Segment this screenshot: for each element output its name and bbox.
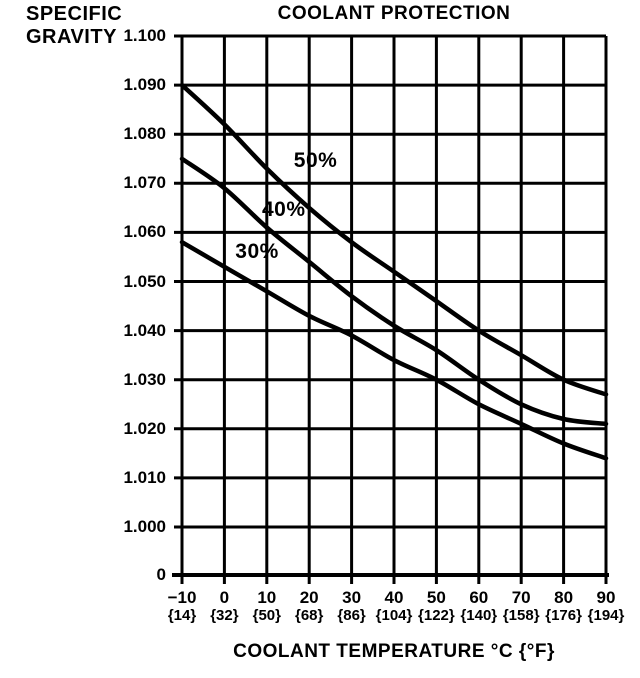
x-tick-label-f: {32}	[210, 607, 239, 624]
curve-label-30pct: 30%	[235, 240, 279, 264]
y-axis-title: SPECIFIC GRAVITY	[26, 3, 122, 49]
y-tick-label: 1.020	[123, 418, 166, 438]
x-tick-label-c: 20	[299, 588, 319, 607]
curve-label-40pct: 40%	[261, 198, 306, 222]
x-tick-label-c: 0	[219, 588, 230, 607]
y-tick-label: 1.090	[123, 75, 166, 95]
y-axis-title-line2: GRAVITY	[26, 26, 117, 48]
x-tick-label-c: 50	[426, 588, 446, 607]
x-tick-label-f: {86}	[337, 607, 366, 624]
x-tick-label-c: 60	[469, 588, 489, 607]
x-tick-label-f: {104}	[375, 607, 413, 624]
x-tick-label-c: 80	[554, 588, 574, 607]
y-axis-zero-label: 0	[156, 565, 166, 584]
x-tick-label-c: 90	[596, 588, 616, 607]
y-tick-label: 1.010	[123, 467, 166, 487]
curve-50pct	[179, 82, 609, 397]
y-tick-label: 1.080	[123, 124, 166, 144]
x-tick-label-f: {50}	[252, 607, 281, 624]
x-tick-label-f: {176}	[545, 607, 582, 624]
x-tick-label-c: 30	[342, 588, 362, 607]
y-tick-label: 1.070	[123, 173, 166, 193]
curve-label-50pct: 50%	[293, 149, 338, 173]
x-tick-label-f: {14}	[167, 607, 197, 624]
x-tick-label-f: {68}	[295, 607, 324, 624]
x-tick-label-f: {140}	[460, 607, 498, 624]
curve-40pct	[179, 156, 609, 427]
x-tick-label-c: 70	[511, 588, 531, 607]
y-tick-label: 1.100	[123, 26, 166, 45]
x-tick-label-f: {122}	[418, 607, 455, 624]
x-tick-label-f: {194}	[587, 607, 625, 624]
x-tick-label-c: 10	[257, 588, 277, 607]
curve-30pct	[179, 239, 609, 461]
y-axis-title-line1: SPECIFIC	[26, 3, 123, 25]
chart-title: COOLANT PROTECTION	[277, 3, 511, 24]
y-tick-label: 1.050	[123, 271, 166, 291]
x-tick-label-f: {158}	[502, 607, 540, 624]
y-tick-label: 1.040	[123, 320, 166, 340]
x-axis-title: COOLANT TEMPERATURE °C {°F}	[233, 641, 555, 662]
y-tick-label: 1.030	[123, 369, 166, 389]
x-tick-label-c: −10	[167, 588, 197, 607]
y-tick-label: 1.060	[123, 222, 166, 242]
x-tick-label-c: 40	[384, 588, 404, 607]
y-tick-label: 1.000	[123, 517, 166, 536]
